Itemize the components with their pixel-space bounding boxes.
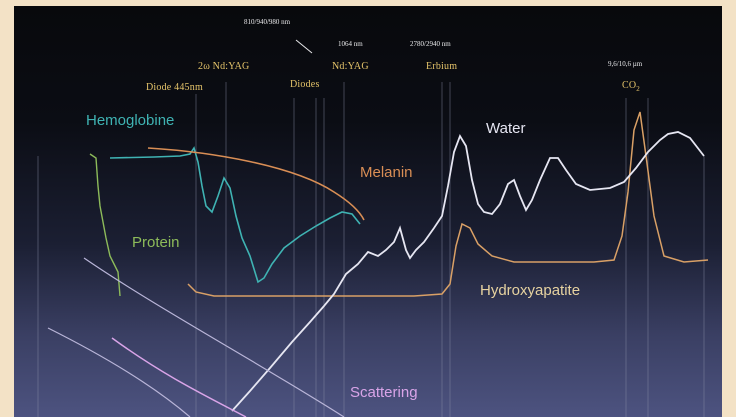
label-scattering: Scattering bbox=[350, 384, 418, 401]
label-protein: Protein bbox=[132, 234, 180, 251]
label-co2: CO2 bbox=[622, 80, 640, 93]
spectrum-diagram: 810/940/980 nm 1064 nm 2780/2940 nm 9,6/… bbox=[14, 6, 722, 417]
wavelength-markers bbox=[37, 82, 705, 417]
hemoglobine-curve bbox=[109, 146, 361, 284]
label-melanin: Melanin bbox=[360, 164, 413, 181]
label-co2-wavelength: 9,6/10,6 µm bbox=[608, 60, 643, 68]
scattering-curve-2 bbox=[83, 257, 345, 417]
protein-base-curve bbox=[187, 111, 709, 297]
label-ndyag: Nd:YAG bbox=[332, 61, 369, 72]
spectrum-curves bbox=[37, 39, 709, 417]
label-diodes: Diodes bbox=[290, 79, 320, 90]
melanin-curve bbox=[147, 147, 365, 221]
label-erbium-wavelength: 2780/2940 nm bbox=[410, 40, 451, 48]
label-co2-base: CO bbox=[622, 80, 637, 91]
label-ndyag-wavelength: 1064 nm bbox=[338, 40, 363, 48]
label-hemoglobine: Hemoglobine bbox=[86, 112, 175, 129]
scattering-curve-3 bbox=[47, 327, 191, 417]
water-curve bbox=[231, 131, 705, 412]
label-water: Water bbox=[486, 120, 526, 137]
label-erbium: Erbium bbox=[426, 61, 458, 72]
label-diode-wavelengths: 810/940/980 nm bbox=[244, 18, 291, 26]
label-co2-sub: 2 bbox=[636, 85, 640, 93]
label-2w-ndyag: 2ω Nd:YAG bbox=[198, 61, 250, 72]
protein-curve-edge bbox=[89, 153, 121, 297]
label-diode445: Diode 445nm bbox=[146, 82, 203, 93]
diodes-pointer-line bbox=[295, 39, 313, 54]
label-hydroxyapatite: Hydroxyapatite bbox=[480, 282, 581, 299]
scattering-curve-1 bbox=[111, 337, 247, 417]
